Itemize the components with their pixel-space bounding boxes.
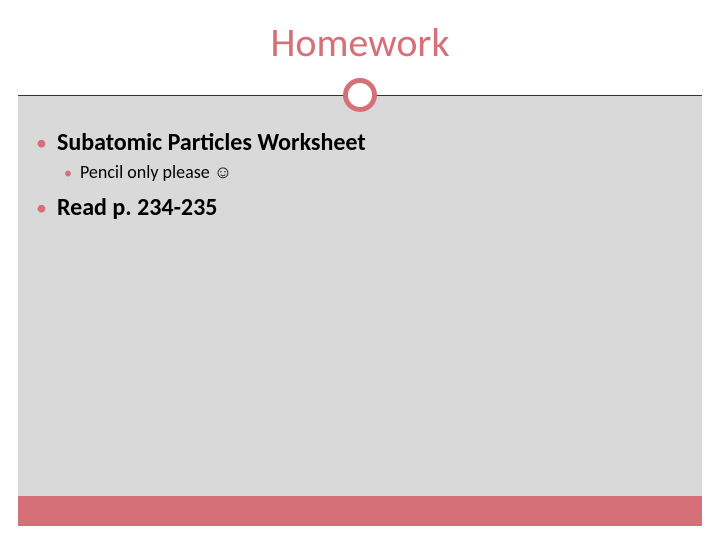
footer-bar bbox=[18, 496, 702, 526]
bullet-text: Read p. 234-235 bbox=[57, 193, 217, 222]
bullet-item: • Read p. 234-235 bbox=[36, 193, 684, 222]
bullet-item: • Subatomic Particles Worksheet bbox=[36, 128, 684, 157]
bullet-text: Subatomic Particles Worksheet bbox=[57, 128, 366, 157]
bullet-dot-icon: • bbox=[36, 197, 47, 219]
slide-title: Homework bbox=[0, 0, 720, 67]
slide-container: Homework • Subatomic Particles Worksheet… bbox=[0, 0, 720, 540]
bullet-item: • Pencil only please ☺ bbox=[64, 161, 684, 183]
bullet-dot-icon: • bbox=[36, 132, 47, 154]
bullet-dot-icon: • bbox=[64, 166, 72, 182]
circle-ornament-icon bbox=[343, 78, 377, 112]
bullet-text: Pencil only please ☺ bbox=[80, 161, 232, 183]
slide-body: • Subatomic Particles Worksheet • Pencil… bbox=[18, 96, 702, 496]
